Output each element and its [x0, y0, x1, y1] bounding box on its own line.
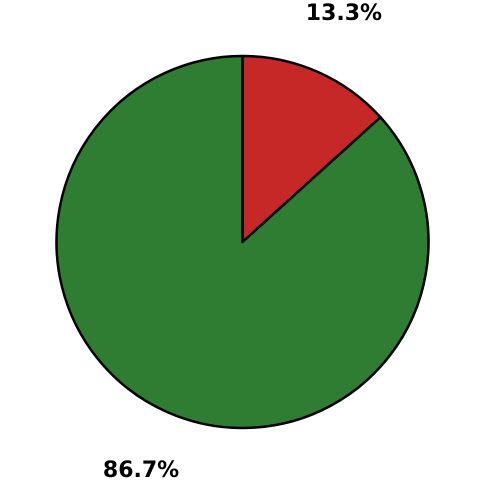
pie-label-1: 86.7% [103, 458, 179, 483]
pie-label-0: 13.3% [306, 1, 382, 26]
pie-labels: 13.3% 86.7% [103, 1, 382, 483]
pie-slice-0 [241, 54, 382, 244]
pie-slice-1 [55, 54, 430, 430]
pie-slices [55, 54, 430, 430]
